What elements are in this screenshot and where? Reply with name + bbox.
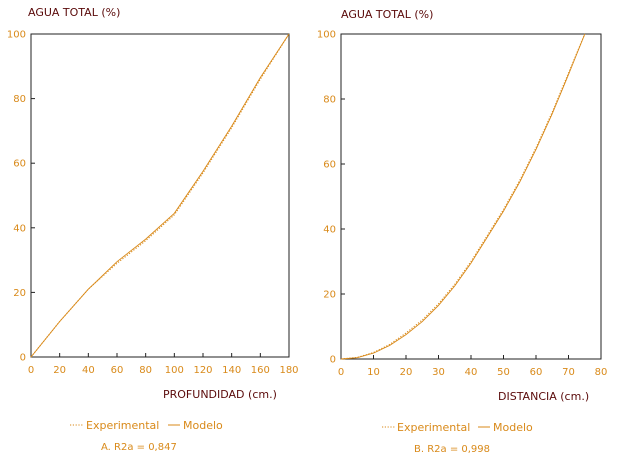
x-tick-label: 60 [530,367,543,378]
x-tick-label: 40 [82,365,95,376]
x-tick-label: 10 [367,367,380,378]
y-tick-label: 80 [13,94,26,105]
x-tick-label: 60 [111,365,124,376]
y-tick-label: 0 [20,353,26,364]
y-tick-label: 20 [13,288,26,299]
y-tick-label: 60 [323,160,336,171]
x-tick-label: 70 [562,367,575,378]
x-tick-label: 80 [595,367,608,378]
y-tick-label: 40 [13,223,26,234]
fit-statistic-label: A. R2a = 0,847 [101,442,177,453]
legend-label-experimental: Experimental [397,421,470,434]
legend-label-experimental: Experimental [86,419,159,432]
series-line-modelo [340,33,586,360]
y-tick-label: 60 [13,159,26,170]
x-tick-label: 0 [338,367,344,378]
x-tick-label: 20 [400,367,413,378]
x-tick-label: 20 [53,365,66,376]
series-line-experimental [340,33,586,360]
y-tick-label: 0 [330,355,336,366]
y-axis-label: AGUA TOTAL (%) [341,8,433,21]
series-line-modelo [30,33,290,358]
x-tick-label: 180 [279,365,298,376]
plot-frame [340,33,602,360]
chart-panel-profundidad: 0 20 40 60 80 100 0 20 40 60 80 100 120 140 160 180 AGUA… [7,6,299,453]
chart-panel-distancia: 0 20 40 60 80 100 0 10 20 30 40 50 60 70 80 AGUA TOTAL … [317,8,607,455]
plot-frame [30,33,290,358]
y-tick-label: 40 [323,225,336,236]
x-tick-label: 50 [497,367,510,378]
series-line-experimental [30,33,290,358]
x-tick-label: 30 [432,367,445,378]
x-tick-label: 80 [139,365,152,376]
x-tick-label: 120 [193,365,212,376]
y-tick-label: 80 [323,95,336,106]
x-tick-label: 100 [165,365,184,376]
legend-label-modelo: Modelo [493,421,533,434]
y-tick-label: 20 [323,290,336,301]
legend-label-modelo: Modelo [183,419,223,432]
y-axis-label: AGUA TOTAL (%) [28,6,120,19]
y-tick-label: 100 [7,30,26,41]
x-tick-label: 0 [28,365,34,376]
fit-statistic-label: B. R2a = 0,998 [414,444,490,455]
x-tick-label: 40 [465,367,478,378]
x-tick-label: 160 [251,365,270,376]
x-axis-label: DISTANCIA (cm.) [498,390,589,403]
x-tick-label: 140 [222,365,241,376]
y-tick-label: 100 [317,30,336,41]
x-axis-label: PROFUNDIDAD (cm.) [163,388,277,401]
